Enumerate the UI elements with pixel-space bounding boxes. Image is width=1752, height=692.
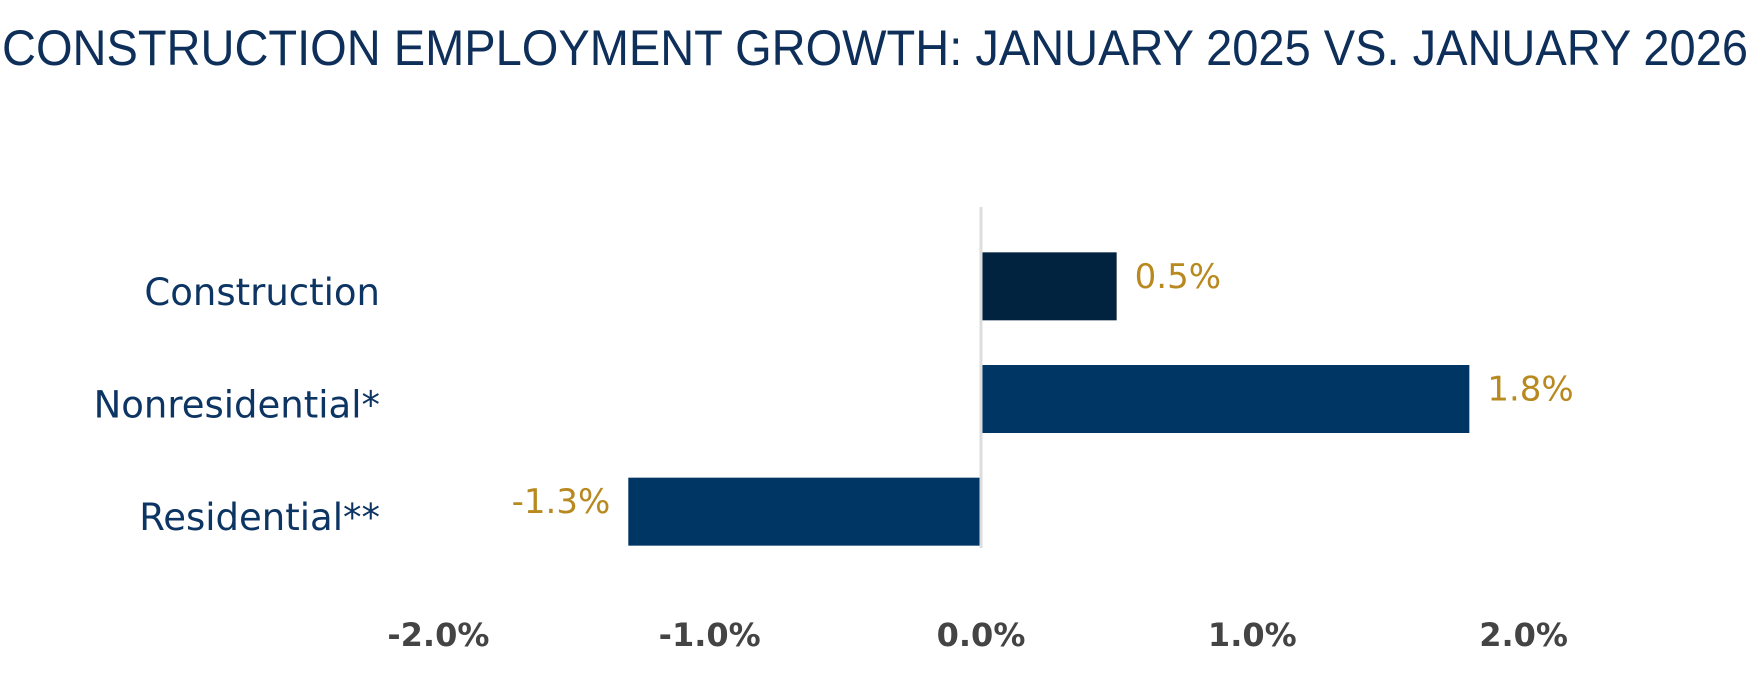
x-tick-label: -2.0% [387, 616, 489, 654]
chart-title: CONSTRUCTION EMPLOYMENT GROWTH: JANUARY … [2, 20, 1748, 76]
category-label: Nonresidential* [94, 384, 380, 427]
value-label: 0.5% [1135, 257, 1221, 297]
x-tick-label: -1.0% [659, 616, 761, 654]
value-label: -1.3% [512, 482, 611, 522]
x-tick-label: 2.0% [1479, 616, 1568, 654]
bar [981, 252, 1117, 321]
category-label: Construction [144, 271, 380, 314]
category-label: Residential** [139, 496, 380, 539]
bar [628, 477, 981, 546]
value-label: 1.8% [1487, 370, 1573, 410]
bar [981, 365, 1470, 433]
x-tick-label: 0.0% [937, 616, 1026, 654]
x-tick-label: 1.0% [1208, 616, 1297, 654]
